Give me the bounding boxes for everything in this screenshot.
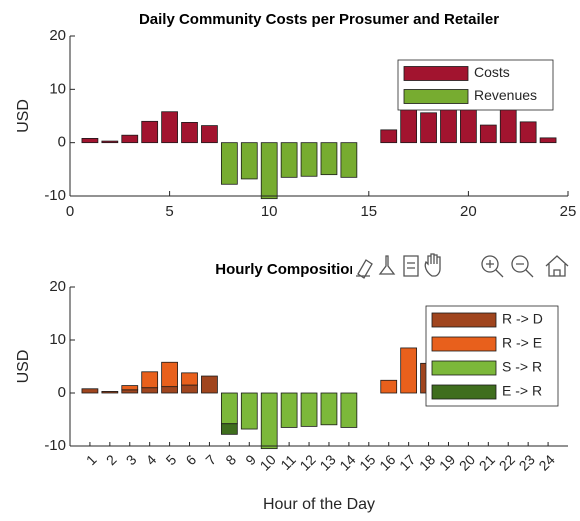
bar <box>420 112 437 144</box>
legend-label: R -> D <box>502 311 543 327</box>
x-tick-label: 24 <box>535 451 557 473</box>
bar <box>181 122 198 144</box>
chart-title: Daily Community Costs per Prosumer and R… <box>139 11 499 28</box>
y-tick-label: -10 <box>44 187 66 204</box>
bar <box>300 142 318 177</box>
bar <box>141 120 159 144</box>
bar <box>220 392 238 425</box>
bar <box>181 384 198 394</box>
legend-swatch <box>431 384 497 400</box>
y-tick-label: 10 <box>49 331 66 348</box>
bar <box>240 392 258 430</box>
y-tick-label: 0 <box>58 134 66 151</box>
bar <box>141 371 159 389</box>
legend-swatch <box>403 66 469 81</box>
legend-label: R -> E <box>502 335 542 351</box>
bar <box>220 423 238 435</box>
x-tick-label: 7 <box>202 451 219 468</box>
x-tick-label: 10 <box>261 203 278 220</box>
bar <box>380 379 398 394</box>
bar <box>201 375 218 394</box>
x-tick-label: 10 <box>257 451 279 473</box>
x-axis-label: Hour of the Day <box>263 496 375 513</box>
bar <box>320 142 338 176</box>
bar <box>121 134 139 144</box>
y-tick-label: 10 <box>49 80 66 97</box>
bar <box>161 361 178 388</box>
bar <box>101 391 119 394</box>
bar <box>320 392 338 426</box>
x-tick-label: 3 <box>123 451 140 468</box>
bar <box>340 142 358 178</box>
legend-swatch <box>403 89 469 104</box>
y-axis-label: USD <box>15 350 32 384</box>
bar <box>519 121 537 144</box>
toolbar-background <box>352 250 576 280</box>
home-icon[interactable] <box>545 255 569 277</box>
zoom-out-glyph <box>516 263 534 278</box>
bar <box>121 385 139 391</box>
bar <box>400 347 418 394</box>
bar <box>260 142 278 200</box>
x-tick-label: 6 <box>182 451 199 468</box>
restore-icon[interactable] <box>403 255 419 277</box>
bar <box>280 392 298 428</box>
legend-swatch <box>431 336 497 352</box>
x-tick-label: 0 <box>66 203 74 220</box>
zoom-in-icon[interactable] <box>481 255 499 273</box>
zoom-out-icon[interactable] <box>511 255 529 273</box>
legend-swatch <box>431 312 497 328</box>
brush-icon[interactable] <box>356 259 373 279</box>
legend-label: S -> R <box>502 359 542 375</box>
bar <box>260 392 278 450</box>
bar <box>499 104 517 144</box>
bar <box>300 392 318 427</box>
x-tick-label: 5 <box>165 203 173 220</box>
x-tick-label: 2 <box>103 451 120 468</box>
y-tick-label: -10 <box>44 437 66 454</box>
legend-label: E -> R <box>502 383 542 399</box>
bar <box>101 140 119 144</box>
bar <box>220 142 238 185</box>
bar <box>460 104 477 144</box>
x-tick-label: 4 <box>143 451 160 468</box>
bar <box>141 387 159 394</box>
bar <box>161 111 178 144</box>
bar <box>380 129 398 144</box>
legend-swatch <box>431 360 497 376</box>
bar <box>121 389 139 394</box>
bar <box>161 386 178 394</box>
axes-toolbar[interactable] <box>352 250 576 280</box>
x-tick-label: 1 <box>83 451 100 468</box>
bar <box>240 142 258 180</box>
x-tick-label: 25 <box>560 203 577 220</box>
zoom-in-glyph <box>486 260 504 278</box>
y-axis-label: USD <box>15 99 32 133</box>
x-tick-label: 8 <box>222 451 239 468</box>
bar <box>280 142 298 178</box>
bar <box>81 137 99 144</box>
legend-label: Costs <box>474 64 510 80</box>
y-tick-label: 20 <box>49 278 66 295</box>
bar <box>539 137 557 144</box>
x-tick-label: 15 <box>360 203 377 220</box>
pan-icon[interactable] <box>424 253 441 277</box>
bar <box>340 392 358 428</box>
y-tick-label: 0 <box>58 384 66 401</box>
bar <box>181 372 198 386</box>
x-tick-label: 9 <box>242 451 259 468</box>
y-tick-label: 20 <box>49 27 66 44</box>
data-tip-icon[interactable] <box>378 255 396 275</box>
x-tick-label: 5 <box>163 451 180 468</box>
bar <box>479 124 497 144</box>
bar <box>440 104 457 144</box>
bar <box>81 388 99 394</box>
x-tick-label: 20 <box>460 203 477 220</box>
bar <box>201 125 218 144</box>
legend-label: Revenues <box>474 87 537 103</box>
